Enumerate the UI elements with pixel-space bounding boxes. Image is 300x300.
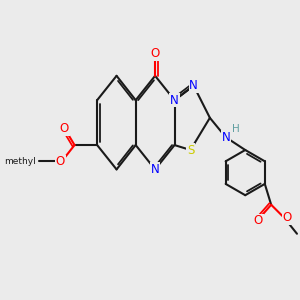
Text: S: S [187,143,194,157]
Text: O: O [56,155,65,168]
Text: N: N [151,163,160,176]
Text: O: O [254,214,263,227]
Text: O: O [283,211,292,224]
Text: N: N [170,94,179,107]
Text: N: N [221,131,230,144]
Text: H: H [232,124,240,134]
Text: methyl: methyl [4,157,36,166]
Text: O: O [60,122,69,135]
Text: O: O [151,47,160,60]
Text: N: N [189,79,198,92]
